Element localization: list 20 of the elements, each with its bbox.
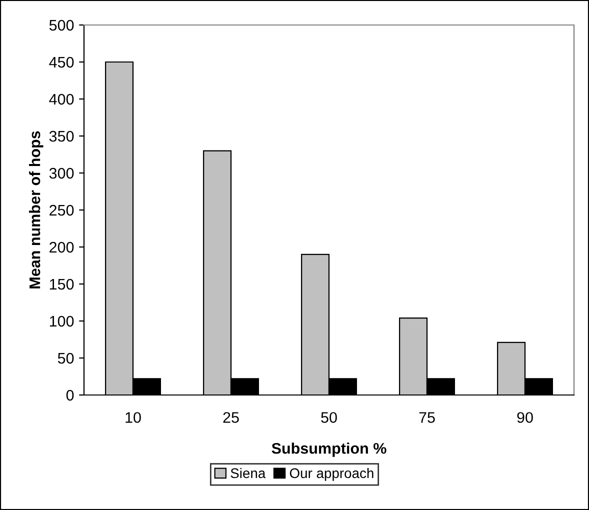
legend-label: Our approach: [290, 468, 374, 481]
y-tick-label: 500: [49, 20, 74, 31]
y-tick-label: 450: [49, 56, 74, 68]
y-tick-label: 100: [50, 316, 74, 327]
y-tick-label: 50: [58, 352, 74, 364]
x-tick-label: 90: [517, 412, 533, 423]
x-axis-title: Subsumption %: [272, 442, 386, 457]
y-tick-label: 250: [50, 204, 74, 216]
y-axis-title: Mean number of hops: [28, 131, 44, 288]
x-tick-label: 10: [126, 412, 141, 423]
y-tick-label: 300: [49, 168, 74, 179]
y-tick-label: 150: [50, 278, 74, 290]
x-tick-label: 50: [321, 412, 337, 423]
legend-label: Siena: [230, 468, 266, 478]
y-tick-label: 200: [50, 242, 74, 253]
x-tick-label: 75: [419, 412, 435, 423]
y-tick-label: 0: [66, 390, 74, 401]
y-tick-label: 400: [49, 94, 74, 105]
y-tick-label: 350: [49, 130, 74, 142]
x-tick-label: 25: [223, 412, 239, 423]
